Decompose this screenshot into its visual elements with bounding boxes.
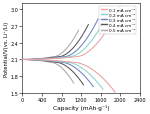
- Legend: 0.1 mA cm⁻², 0.2 mA cm⁻², 0.3 mA cm⁻², 0.4 mA cm⁻², 0.5 mA cm⁻²: 0.1 mA cm⁻², 0.2 mA cm⁻², 0.3 mA cm⁻², 0…: [99, 7, 136, 34]
- Y-axis label: Potential/V(vs. Li⁺/Li): Potential/V(vs. Li⁺/Li): [4, 21, 9, 76]
- X-axis label: Capacity (mAh·g⁻¹): Capacity (mAh·g⁻¹): [53, 104, 109, 110]
